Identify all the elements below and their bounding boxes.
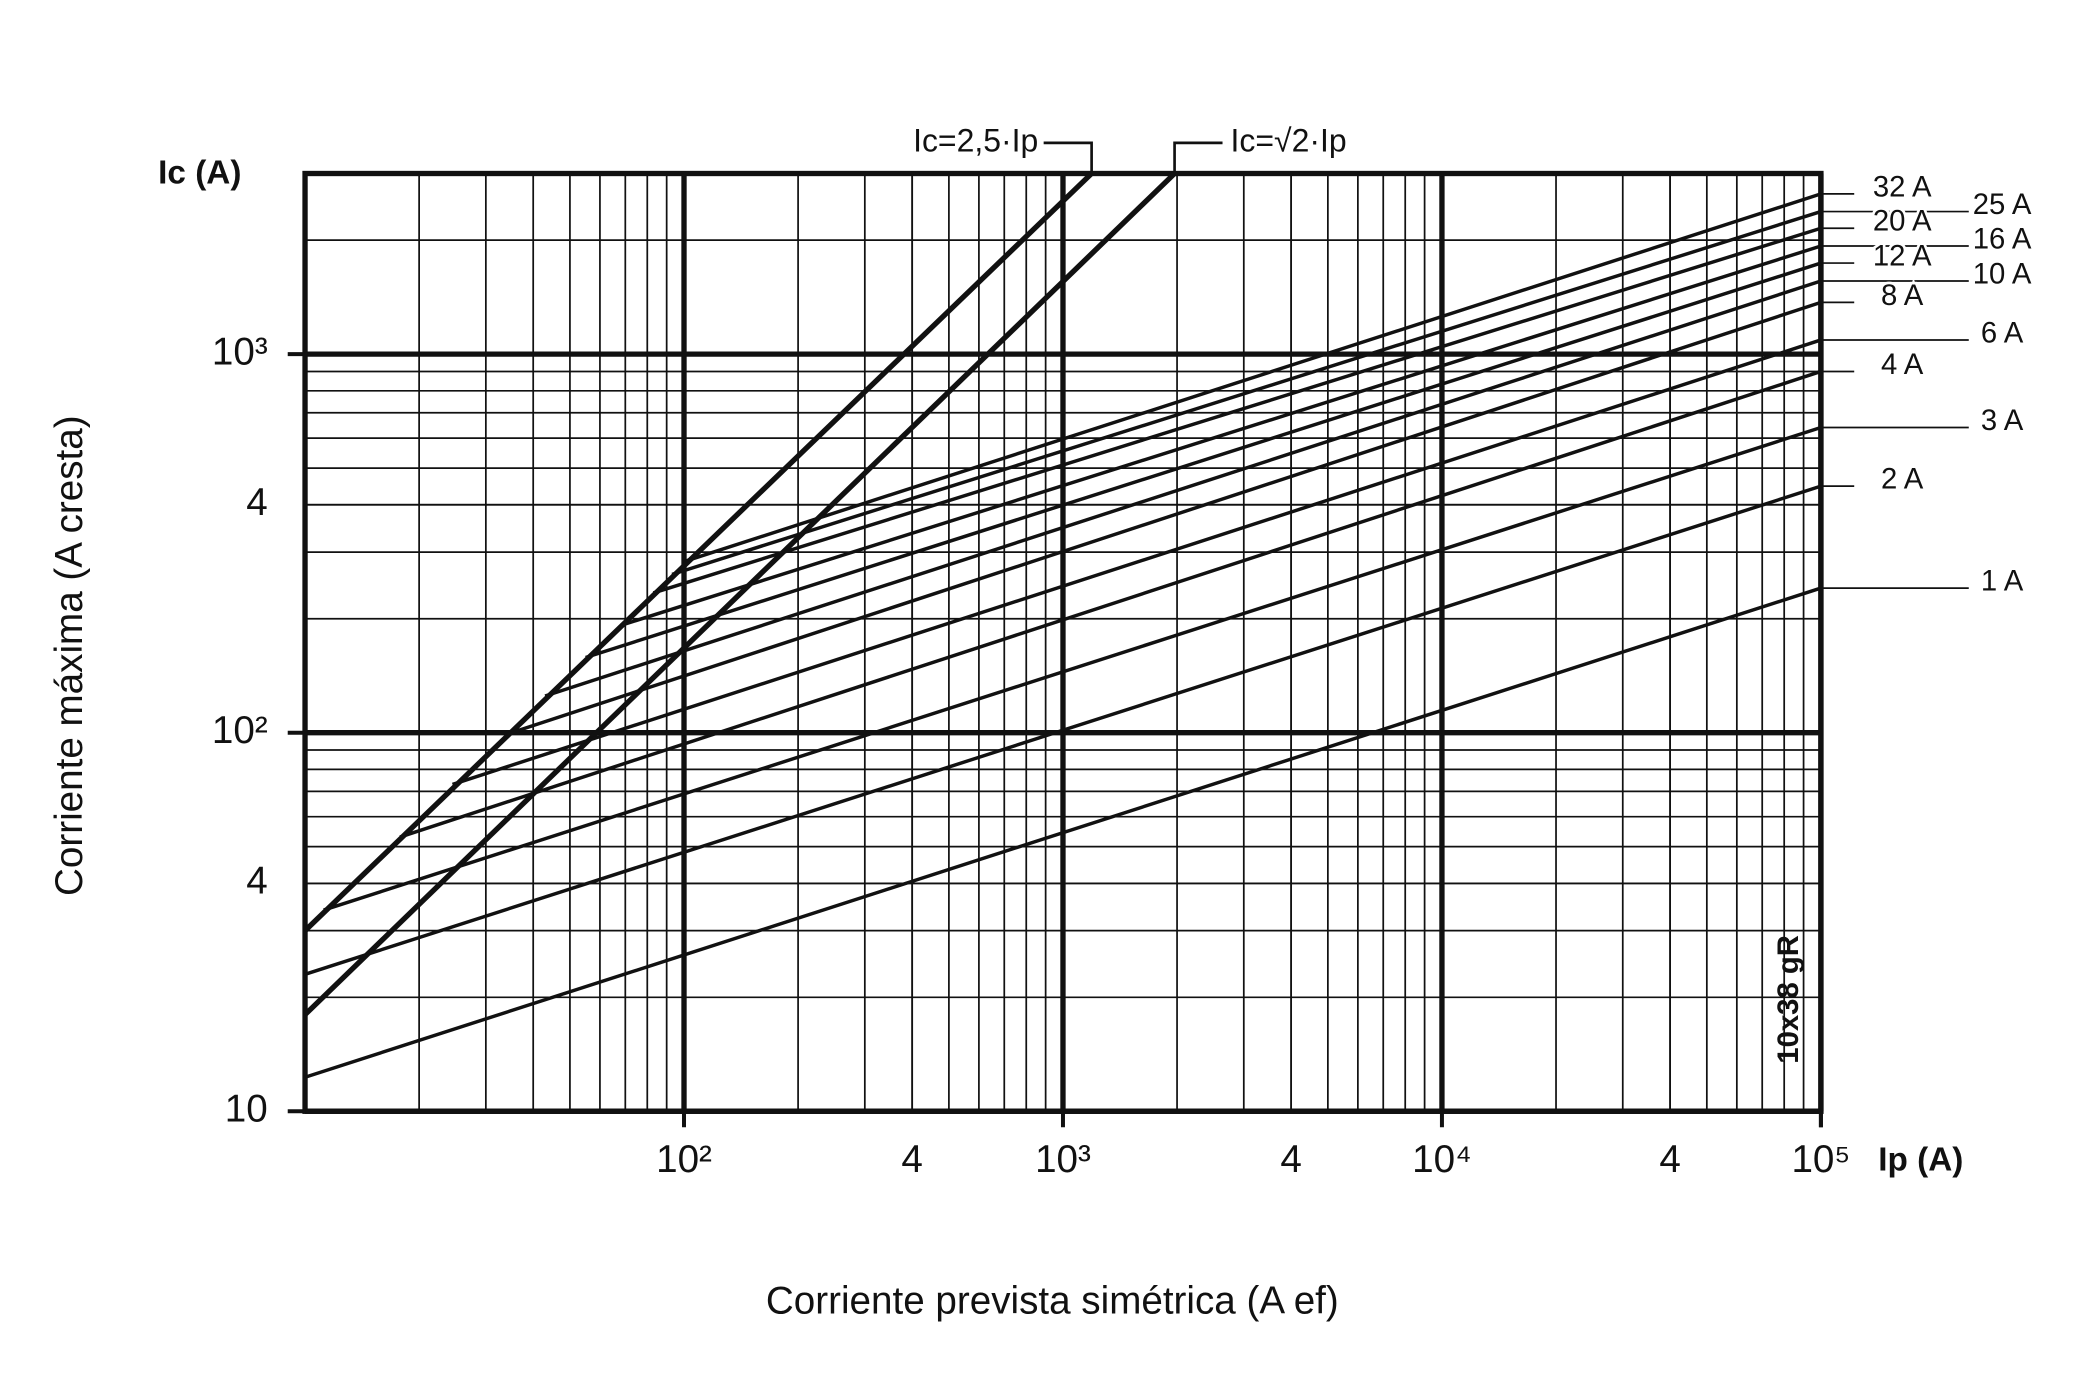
legend-label: 2 A xyxy=(1881,463,1924,496)
series-line xyxy=(652,226,1822,595)
legend-label: 3 A xyxy=(1981,404,2024,437)
legend-label: 10 A xyxy=(1973,257,2032,290)
label-leader xyxy=(1173,141,1223,174)
series-line xyxy=(685,192,1822,563)
x-tick-label: 10² xyxy=(656,1138,712,1181)
legend-label: 6 A xyxy=(1981,316,2024,349)
y-tick-label: 10 xyxy=(225,1087,268,1130)
x-axis-title: Corriente prevista simétrica (A ef) xyxy=(766,1279,1339,1322)
series-label: Ic=2,5·Ip xyxy=(913,122,1038,158)
label-leader xyxy=(1043,141,1093,174)
series-line xyxy=(303,171,1177,1017)
legend-label: 32 A xyxy=(1873,170,1932,203)
annotation: 10x38 gR xyxy=(1772,935,1805,1064)
legend-label: 8 A xyxy=(1881,279,1924,312)
series-line xyxy=(303,171,1094,933)
x-tick-label: 10³ xyxy=(1035,1138,1091,1181)
y-tick-label: 4 xyxy=(246,481,267,524)
series-label: Ic=√2·Ip xyxy=(1231,122,1347,158)
legend-label: 12 A xyxy=(1873,239,1932,272)
legend-label: 4 A xyxy=(1881,348,1924,381)
legend-label: 1 A xyxy=(1981,564,2024,597)
x-tick-label: 4 xyxy=(1280,1138,1301,1181)
series-line xyxy=(544,279,1822,698)
legend-label: 25 A xyxy=(1973,188,2032,221)
series-line xyxy=(323,425,1822,912)
series-line xyxy=(505,300,1822,736)
x-tick-label: 10⁴ xyxy=(1412,1138,1472,1181)
y-tick-label: 4 xyxy=(246,860,267,903)
legend-label: 20 A xyxy=(1873,205,1932,238)
x-tick-label: 4 xyxy=(1659,1138,1680,1181)
y-axis-title: Corriente máxima (A cresta) xyxy=(48,415,91,896)
series-line xyxy=(451,338,1822,787)
legend-label: 16 A xyxy=(1973,222,2032,255)
x-axis-unit: Ip (A) xyxy=(1878,1142,1963,1179)
y-tick-label: 10³ xyxy=(212,330,268,373)
y-tick-label: 10² xyxy=(212,709,268,752)
series-line xyxy=(620,244,1822,628)
series-line xyxy=(671,209,1822,576)
x-tick-label: 10⁵ xyxy=(1791,1138,1850,1181)
series-line xyxy=(585,261,1822,660)
x-tick-label: 4 xyxy=(901,1138,922,1181)
y-axis-unit: Ic (A) xyxy=(158,155,241,192)
series-line xyxy=(304,484,1822,976)
series-line xyxy=(304,586,1822,1079)
series-line xyxy=(399,369,1822,839)
